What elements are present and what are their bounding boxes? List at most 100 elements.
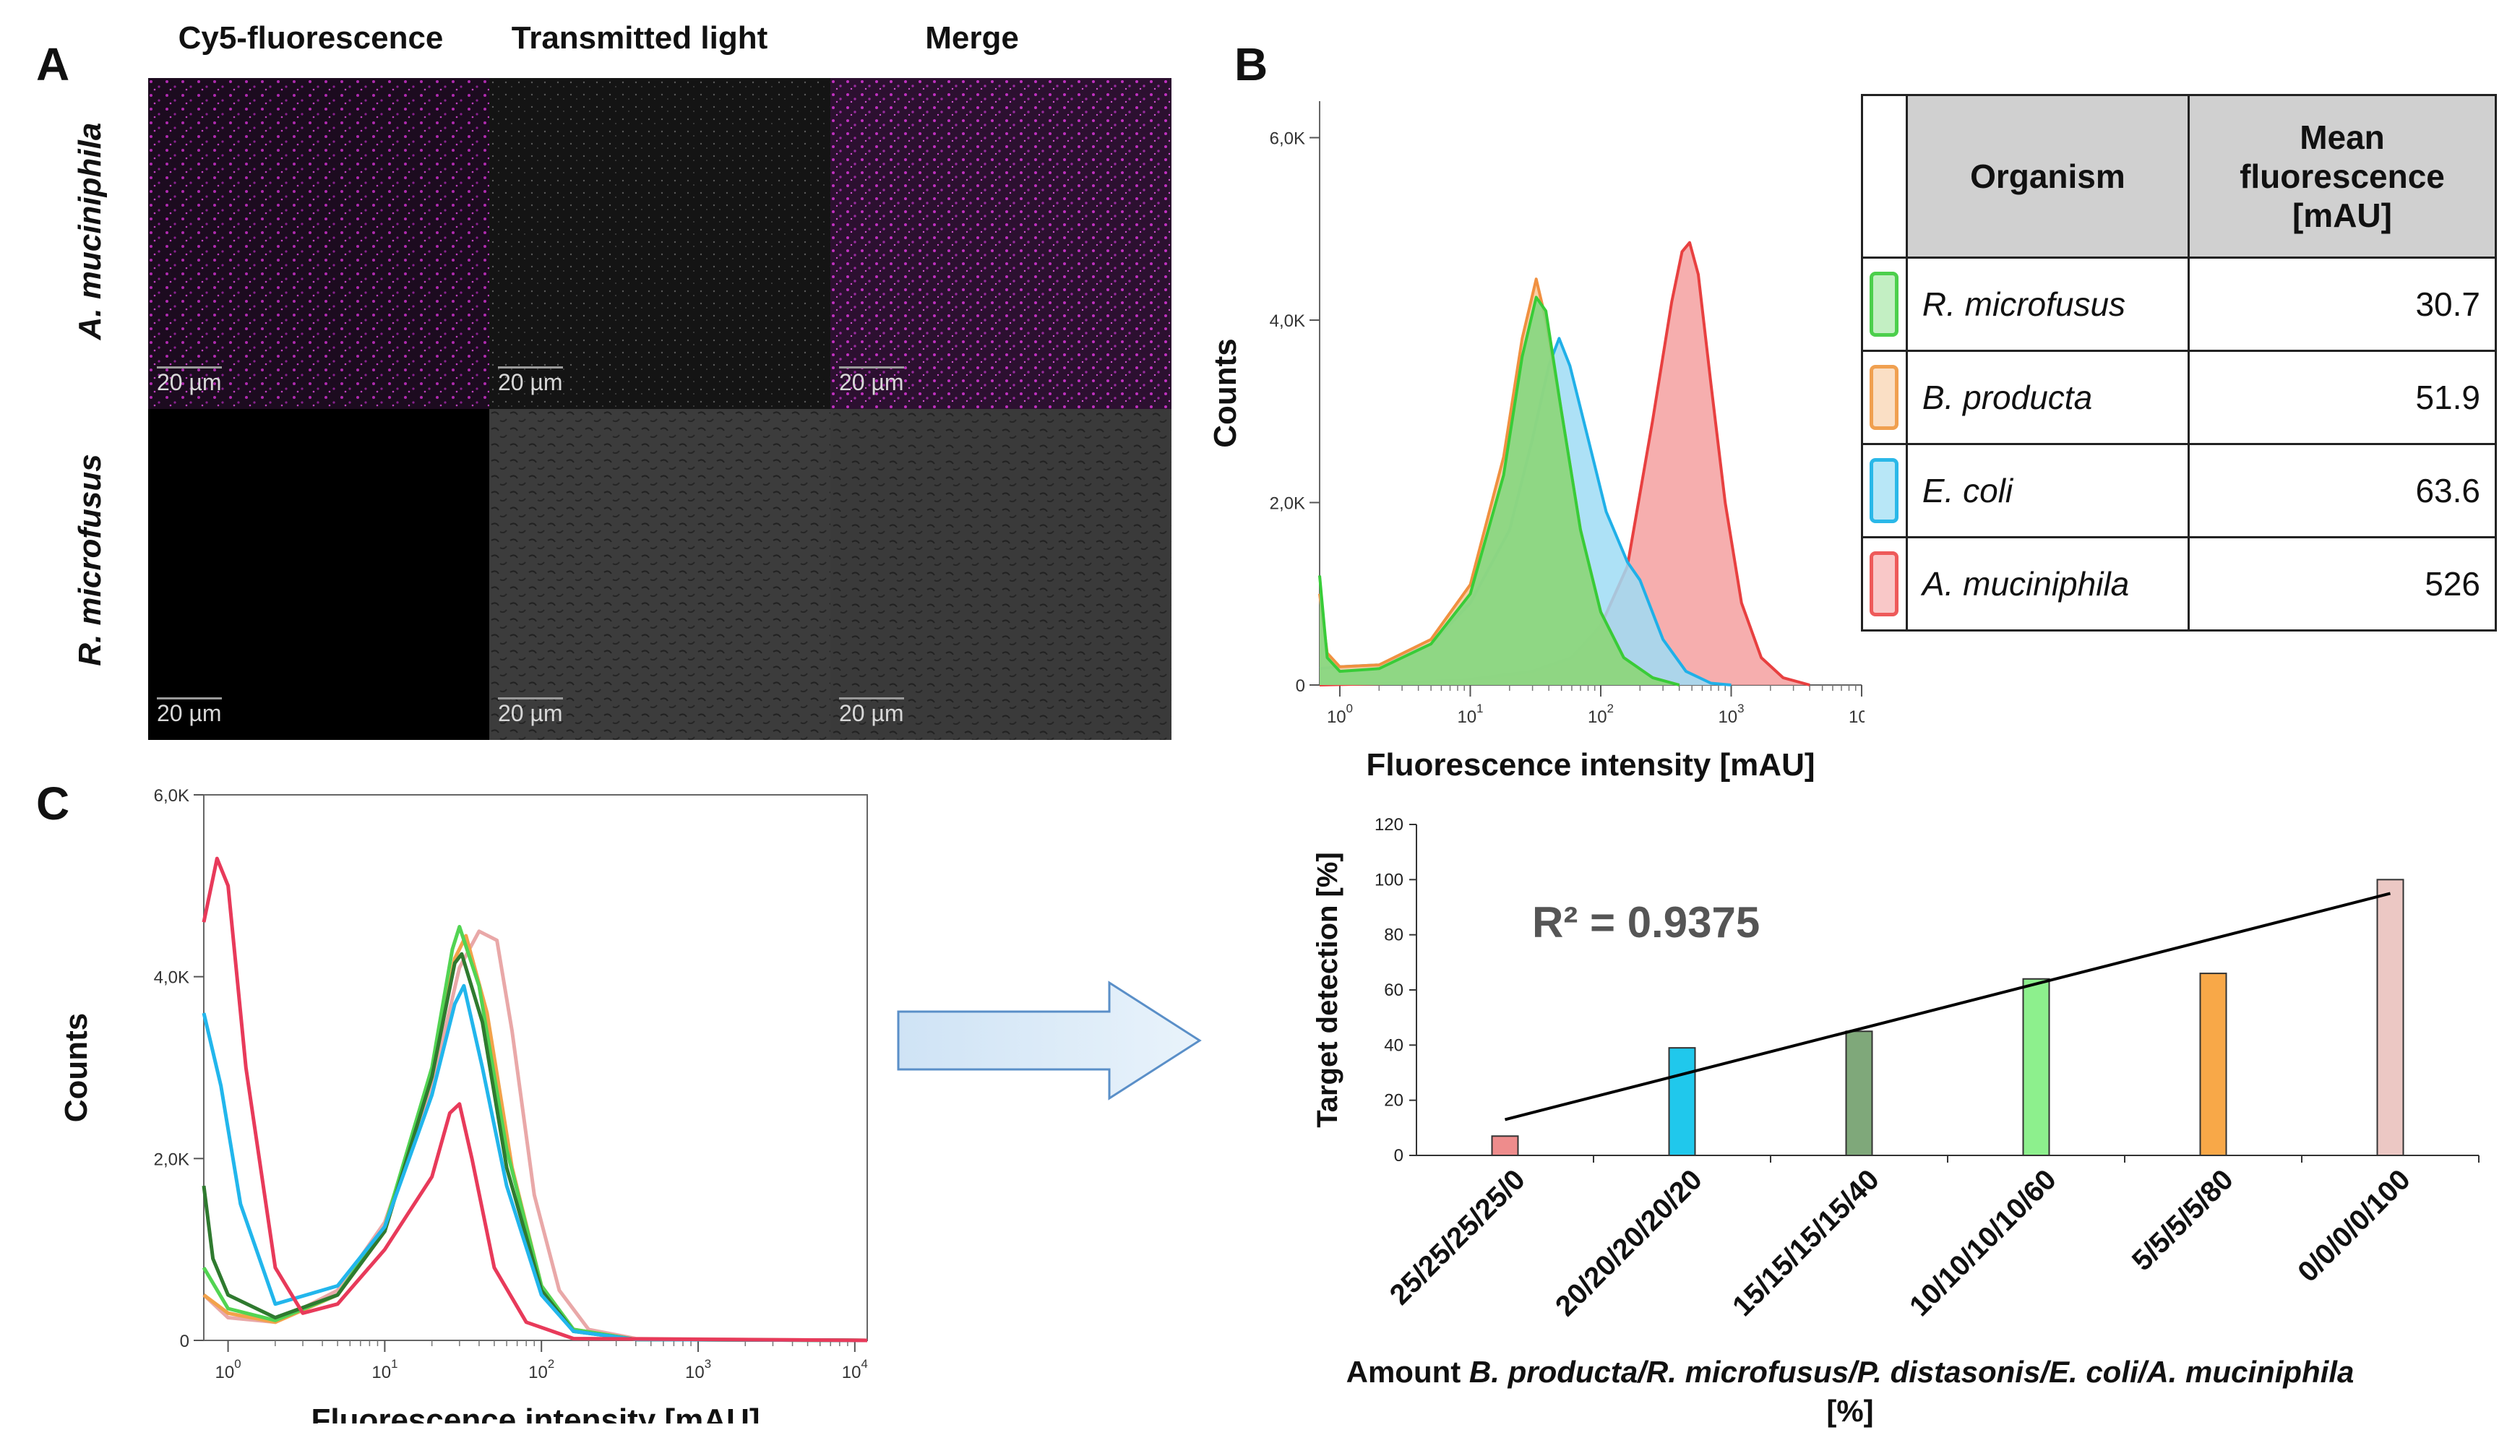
table-row: B. producta 51.9: [1861, 350, 2498, 445]
organism-name: E. coli: [1905, 443, 2190, 538]
x-tick-label: 103: [1718, 702, 1744, 727]
table-row: A. muciniphila 526: [1861, 536, 2498, 632]
x-tick-label: 101: [371, 1357, 397, 1382]
y-tick-label: 2,0K: [1270, 494, 1305, 514]
y-tick-label: 4,0K: [1270, 311, 1305, 331]
image-transmitted-a-muciniphila: 20 µm: [489, 78, 830, 409]
mean-fluorescence-value: 51.9: [2187, 350, 2498, 445]
scale-bar: 20 µm: [839, 697, 904, 726]
col-header-cy5: Cy5-fluorescence: [178, 20, 444, 56]
category-label: 20/20/20/20/20: [1549, 1163, 1708, 1322]
x-tick-label: 102: [528, 1357, 554, 1382]
y-tick-label: 20: [1384, 1091, 1403, 1111]
scale-bar: 20 µm: [839, 366, 904, 395]
bar: [1491, 1135, 1519, 1156]
y-tick-label: 100: [1375, 870, 1403, 889]
scale-bar: 20 µm: [157, 366, 222, 395]
swatch-header-cell: [1861, 94, 1908, 259]
merge-image: [830, 78, 1171, 409]
series-line-darkgreen: [202, 952, 868, 1343]
y-tick-label: 4,0K: [154, 968, 189, 988]
swatch-cell: [1861, 536, 1908, 632]
header-mean-fluorescence: Mean fluorescence [mAU]: [2187, 94, 2498, 259]
x-tick-label: 100: [1327, 702, 1353, 727]
y-axis-label: Counts: [59, 1013, 94, 1123]
bar-chart-target-detection: 0 20 40 60 80 100 120 25/25/25/25/0 20/20/20/20/…: [1312, 815, 2480, 1428]
image-cy5-r-microfusus: 20 µm: [148, 409, 489, 740]
histogram-c: 0 2,0K 4,0K 6,0K 100 101 102 103 104 Fluorescence…: [59, 786, 868, 1423]
image-merge-r-microfusus: 20 µm: [830, 409, 1171, 740]
legend-swatch: [1870, 272, 1899, 337]
legend-swatch: [1870, 365, 1899, 430]
image-cy5-a-muciniphila: 20 µm: [148, 78, 489, 409]
histogram-b: 0 2,0K 4,0K 6,0K 100 101 102 103 104 Fluorescence…: [1208, 101, 1865, 783]
y-tick-label: 40: [1384, 1035, 1403, 1055]
col-header-transmitted: Transmitted light: [511, 20, 768, 56]
y-tick-label: 6,0K: [154, 786, 189, 806]
fluorescence-table: Organism Mean fluorescence [mAU] R. micr…: [1861, 94, 2498, 632]
y-tick-label: 60: [1384, 981, 1403, 1000]
organism-name: R. microfusus: [1905, 257, 2190, 352]
category-label: 5/5/5/5/80: [2126, 1163, 2240, 1277]
series-area-a-muciniphila: [1320, 242, 1810, 685]
x-axis-label-units: [%]: [1826, 1394, 1873, 1428]
panel-letter-c: C: [36, 777, 70, 830]
x-tick-label: 102: [1588, 702, 1614, 727]
x-tick-label: 104: [1849, 702, 1865, 727]
y-tick-label: 80: [1384, 926, 1403, 945]
x-axis-label: Fluorescence intensity [mAU]: [311, 1403, 760, 1423]
row-label-a-muciniphila: A. muciniphila: [72, 122, 108, 340]
mean-fluorescence-value: 30.7: [2187, 257, 2498, 352]
y-axis-label: Counts: [1208, 338, 1243, 448]
scale-bar: 20 µm: [498, 697, 563, 726]
bar: [2199, 973, 2227, 1156]
header-organism: Organism: [1905, 94, 2190, 259]
y-tick-label: 0: [1296, 676, 1305, 696]
y-tick-label: 0: [180, 1332, 189, 1351]
x-tick-label: 101: [1457, 702, 1483, 727]
y-tick-label: 2,0K: [154, 1150, 189, 1169]
panel-letter-a: A: [36, 38, 70, 90]
col-header-merge: Merge: [925, 20, 1019, 56]
swatch-cell: [1861, 443, 1908, 538]
image-merge-a-muciniphila: 20 µm: [830, 78, 1171, 409]
organism-name: A. muciniphila: [1905, 536, 2190, 632]
bar: [2376, 879, 2404, 1156]
x-tick-label: 104: [842, 1357, 868, 1382]
organism-name: B. producta: [1905, 350, 2190, 445]
bar: [1668, 1047, 1696, 1156]
transmitted-light-image: [489, 78, 830, 409]
table-row: R. microfusus 30.7: [1861, 257, 2498, 352]
y-tick-label: 6,0K: [1270, 129, 1305, 149]
r-squared-label: R² = 0.9375: [1532, 898, 1760, 947]
swatch-cell: [1861, 257, 1908, 352]
cy5-fluorescence-image: [148, 78, 489, 409]
image-transmitted-r-microfusus: 20 µm: [489, 409, 830, 740]
category-label: 25/25/25/25/0: [1384, 1163, 1531, 1311]
series-line-r-microfusus: [1318, 296, 1680, 686]
transmitted-light-image: [489, 409, 830, 740]
series-line-red: [202, 856, 868, 1343]
swatch-cell: [1861, 350, 1908, 445]
category-label: 0/0/0/0/100: [2292, 1163, 2417, 1288]
plot-frame: [203, 794, 868, 1341]
x-tick-label: 100: [215, 1357, 241, 1382]
y-axis-label: Target detection [%]: [1312, 852, 1343, 1128]
x-tick-label: 103: [685, 1357, 711, 1382]
mean-fluorescence-value: 63.6: [2187, 443, 2498, 538]
merge-image: [830, 409, 1171, 740]
mean-fluorescence-value: 526: [2187, 536, 2498, 632]
legend-swatch: [1870, 458, 1899, 523]
y-tick-label: 120: [1375, 815, 1403, 835]
x-axis-label: Fluorescence intensity [mAU]: [1366, 747, 1815, 783]
table-row: E. coli 63.6: [1861, 443, 2498, 538]
series-line-cyan: [202, 983, 868, 1343]
row-label-r-microfusus: R. microfusus: [72, 454, 108, 666]
category-label: 10/10/10/10/60: [1904, 1163, 2063, 1322]
trendline: [1505, 892, 2391, 1121]
bar: [1845, 1030, 1873, 1156]
x-axis-label: Amount B. producta/R. microfusus/P. dist…: [1346, 1355, 2355, 1389]
bar: [2022, 978, 2050, 1156]
panel-letter-b: B: [1234, 38, 1268, 90]
category-label: 15/15/15/15/40: [1726, 1163, 1885, 1322]
